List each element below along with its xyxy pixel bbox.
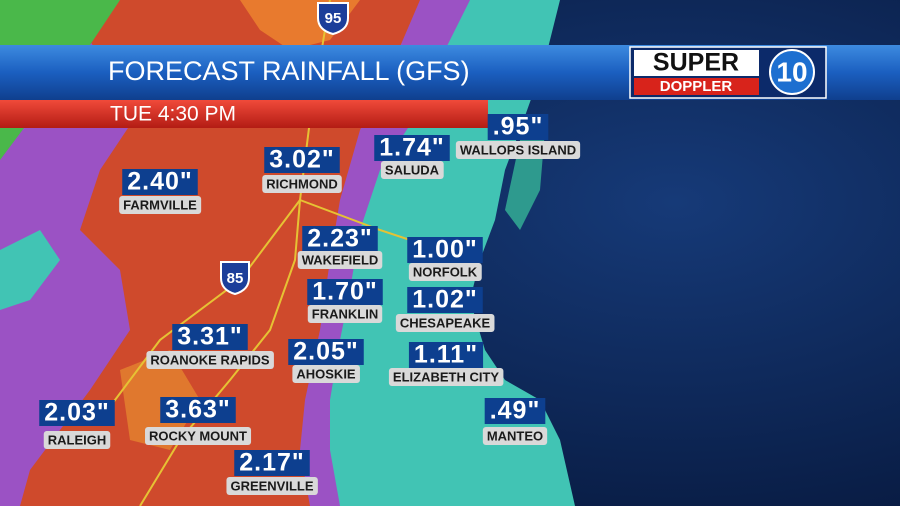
location: 3.63" ROCKY MOUNT bbox=[145, 396, 252, 445]
name-box bbox=[395, 314, 495, 332]
rainfall-value: 2.23" bbox=[307, 225, 373, 253]
location-name: NORFOLK bbox=[413, 264, 478, 279]
value-box bbox=[234, 450, 310, 476]
name-box bbox=[145, 427, 252, 445]
location: 2.23"WAKEFIELD bbox=[297, 225, 383, 269]
time: TUE 4:30 PM bbox=[110, 103, 236, 126]
location-name: RICHMOND bbox=[266, 176, 338, 191]
title: FORECAST RAINFALL (GFS) bbox=[108, 56, 470, 86]
rainfall-value: 2.17" bbox=[239, 449, 305, 477]
name-box bbox=[146, 351, 274, 369]
rainfall-value: 3.02" bbox=[269, 146, 335, 174]
location-name: CHESAPEAKE bbox=[400, 315, 491, 330]
location: 2.05"AHOSKIE bbox=[288, 338, 364, 383]
value-box bbox=[374, 135, 450, 161]
logo-top-bg bbox=[634, 50, 759, 76]
value-box bbox=[172, 324, 248, 350]
rainfall-value: .49" bbox=[490, 397, 541, 425]
location-name: FRANKLIN bbox=[312, 306, 378, 321]
name-box bbox=[307, 305, 383, 323]
value-box bbox=[307, 279, 383, 305]
name-box bbox=[297, 251, 383, 269]
location-name: MANTEO bbox=[487, 428, 543, 443]
rainfall-value: 1.70" bbox=[312, 278, 378, 306]
location-name: ELIZABETH CITY bbox=[393, 369, 499, 384]
value-box bbox=[160, 397, 236, 423]
shield bbox=[220, 261, 250, 296]
logo-circle bbox=[769, 49, 815, 95]
location: 3.02" RICHMOND bbox=[262, 146, 342, 193]
name-box bbox=[119, 196, 202, 214]
logo-top: SUPER bbox=[653, 49, 739, 77]
location: .49" MANTEO bbox=[482, 397, 548, 445]
location: 1.00"NORFOLK bbox=[407, 236, 483, 281]
location-name: FARMVILLE bbox=[123, 197, 197, 212]
value-box bbox=[408, 342, 484, 368]
shield bbox=[317, 2, 349, 36]
location-name: ROANOKE RAPIDS bbox=[150, 352, 270, 367]
location: 2.03" RALEIGH bbox=[39, 399, 115, 449]
name-box bbox=[226, 477, 318, 495]
location-name: ROCKY MOUNT bbox=[149, 428, 247, 443]
rainfall-value: 3.31" bbox=[177, 323, 243, 351]
rain-teal-west bbox=[0, 230, 60, 310]
value-box bbox=[487, 114, 549, 140]
location: 1.02"CHESAPEAKE bbox=[395, 286, 495, 332]
logo: SUPER DOPPLER 10 bbox=[629, 46, 827, 99]
location-name: SALUDA bbox=[385, 162, 440, 177]
shield-95: 95 bbox=[317, 2, 349, 36]
value-box bbox=[407, 287, 483, 313]
rainfall-value: 3.63" bbox=[165, 396, 231, 424]
location: .95"WALLOPS ISLAND bbox=[455, 113, 581, 159]
location-name: GREENVILLE bbox=[230, 478, 313, 493]
name-box bbox=[292, 365, 360, 383]
rain-orange-south bbox=[120, 350, 200, 450]
name-box bbox=[455, 141, 581, 159]
location-name: RALEIGH bbox=[48, 432, 107, 447]
location: 2.17"GREENVILLE bbox=[226, 449, 318, 495]
rainfall-value: 2.05" bbox=[293, 338, 359, 366]
name-box bbox=[262, 175, 342, 193]
value-box bbox=[122, 169, 198, 195]
highway-label: 95 bbox=[325, 10, 342, 27]
location-name: WALLOPS ISLAND bbox=[460, 142, 576, 157]
value-box bbox=[484, 398, 546, 424]
value-box bbox=[302, 226, 378, 252]
highway-label: 85 bbox=[227, 270, 244, 287]
logo-number: 10 bbox=[776, 56, 807, 87]
name-box bbox=[388, 368, 504, 386]
rainfall-value: 2.40" bbox=[127, 168, 193, 196]
logo-bottom-bg bbox=[634, 78, 759, 95]
rainfall-value: 1.11" bbox=[414, 341, 478, 369]
shield-85: 85 bbox=[220, 261, 250, 296]
name-box bbox=[482, 427, 548, 445]
location: 1.11"ELIZABETH CITY bbox=[388, 341, 504, 386]
location: 3.31"ROANOKE RAPIDS bbox=[146, 323, 274, 369]
i85-line bbox=[99, 199, 301, 421]
location: 2.40"FARMVILLE bbox=[119, 168, 202, 214]
rainfall-value: 1.00" bbox=[412, 236, 478, 264]
rainfall-value: .95" bbox=[493, 113, 544, 141]
location-name: WAKEFIELD bbox=[302, 252, 379, 267]
logo-bottom: DOPPLER bbox=[660, 78, 733, 95]
value-box bbox=[264, 147, 340, 173]
rainfall-value: 2.03" bbox=[44, 399, 110, 427]
value-box bbox=[39, 400, 115, 426]
location-name: AHOSKIE bbox=[296, 366, 356, 381]
rainfall-value: 1.02" bbox=[412, 286, 478, 314]
name-box bbox=[408, 263, 482, 281]
name-box bbox=[43, 431, 111, 449]
value-box bbox=[407, 237, 483, 263]
value-box bbox=[288, 339, 364, 365]
name-box bbox=[380, 161, 444, 179]
time-bar bbox=[0, 100, 488, 128]
location: 1.74"SALUDA bbox=[374, 134, 450, 179]
location: 1.70"FRANKLIN bbox=[307, 278, 383, 323]
rainfall-value: 1.74" bbox=[379, 134, 445, 162]
